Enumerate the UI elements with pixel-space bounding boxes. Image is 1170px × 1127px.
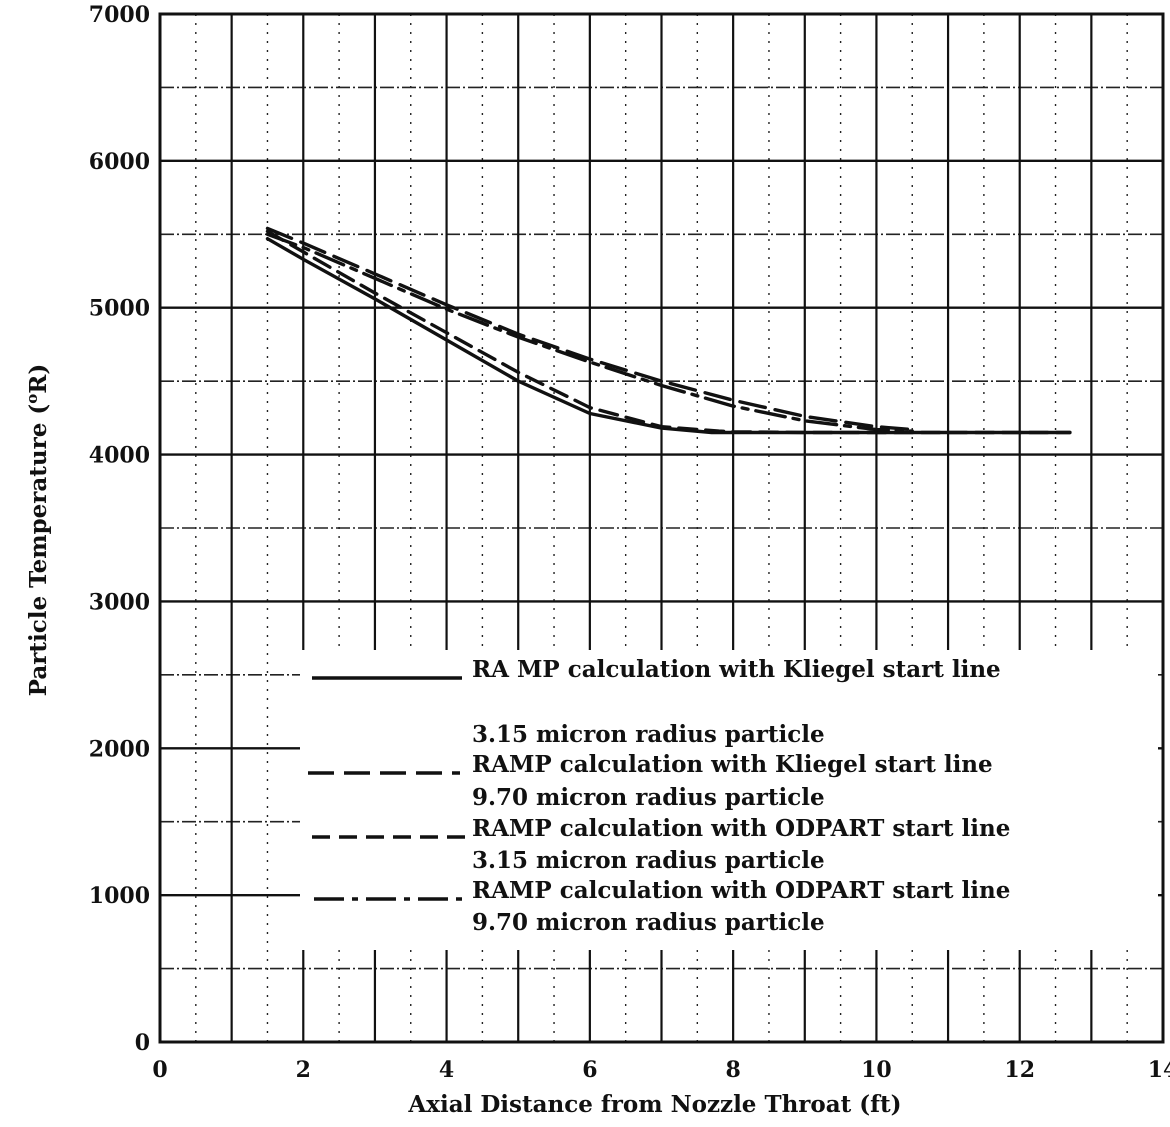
legend-label-4: RAMP calculation with ODPART start line [472,877,1010,904]
legend-sublabel-2: 9.70 micron radius particle [472,784,825,811]
y-axis-title: Particle Temperature (oR) [23,364,52,697]
x-axis-title: Axial Distance from Nozzle Throat (ft) [407,1091,901,1118]
y-tick-label: 3000 [89,589,150,615]
legend-sublabel-4: 9.70 micron radius particle [472,909,825,936]
legend-label-1: RA MP calculation with Kliegel start lin… [472,656,1001,683]
x-tick-label: 14 [1148,1057,1170,1083]
y-tick-label: 2000 [89,736,150,762]
series-line-2 [265,226,914,432]
y-tick-label: 5000 [89,296,150,322]
y-axis-title-main: Particle Temperature ( [25,404,52,697]
series-line-3 [265,229,1072,435]
legend: RA MP calculation with Kliegel start lin… [300,650,1158,950]
series-line-4 [265,232,914,433]
tick-labels: 0 2 4 6 8 10 12 14 0 1000 2000 3000 4000 5000 6000 7000 [89,2,1170,1083]
series-layer [265,226,1072,435]
x-tick-label: 10 [861,1057,892,1083]
y-tick-label: 4000 [89,443,150,469]
y-axis-title-sup: o [23,394,41,404]
y-axis-title-tail: R) [25,364,52,394]
plot-border [158,12,1165,1044]
legend-label-2: RAMP calculation with Kliegel start line [472,751,993,778]
y-tick-label: 0 [135,1030,150,1056]
y-tick-label: 7000 [89,2,150,28]
legend-label-3: RAMP calculation with ODPART start line [472,815,1010,842]
x-tick-label: 8 [725,1057,740,1083]
x-tick-label: 0 [152,1057,167,1083]
x-tick-label: 12 [1004,1057,1035,1083]
legend-sublabel-3: 3.15 micron radius particle [472,847,825,874]
plot-frame [158,12,1165,1044]
x-tick-label: 4 [439,1057,454,1083]
x-tick-label: 6 [582,1057,597,1083]
legend-sublabel-1: 3.15 micron radius particle [472,721,825,748]
x-tick-label: 2 [296,1057,311,1083]
y-tick-label: 1000 [89,883,150,909]
y-tick-label: 6000 [89,149,150,175]
series-line-1 [265,236,1072,435]
